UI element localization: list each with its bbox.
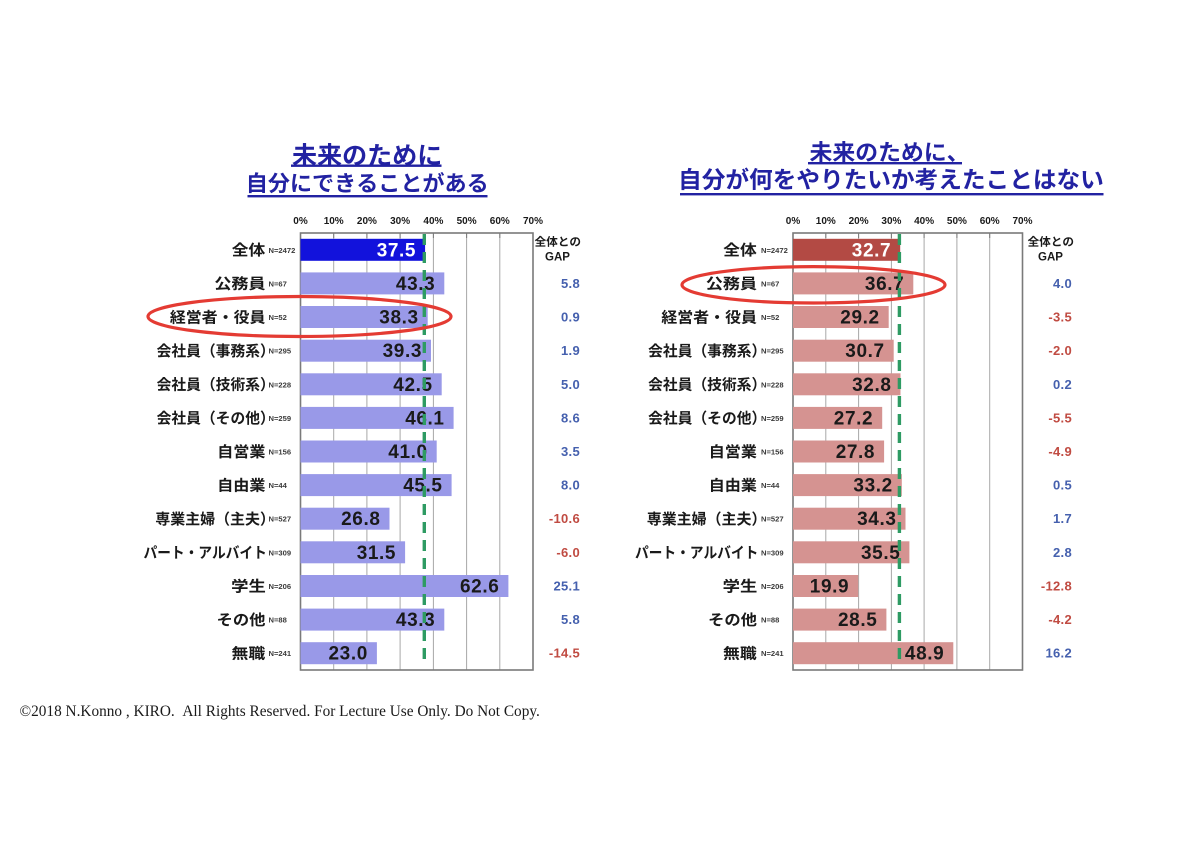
- svg-text:-5.5: -5.5: [1048, 410, 1072, 425]
- svg-text:1.7: 1.7: [1053, 511, 1072, 526]
- svg-text:N=527: N=527: [761, 515, 784, 524]
- svg-text:0%: 0%: [786, 216, 801, 227]
- svg-text:N=2472: N=2472: [269, 246, 296, 255]
- svg-text:N=88: N=88: [761, 616, 779, 625]
- svg-text:43.3: 43.3: [396, 274, 435, 295]
- svg-text:30%: 30%: [390, 216, 410, 227]
- svg-text:70%: 70%: [523, 216, 543, 227]
- svg-text:-6.0: -6.0: [556, 545, 580, 560]
- svg-text:16.2: 16.2: [1045, 646, 1072, 661]
- svg-text:3.5: 3.5: [561, 444, 580, 459]
- svg-text:N=228: N=228: [761, 380, 784, 389]
- svg-text:2.8: 2.8: [1053, 545, 1072, 560]
- svg-text:N=309: N=309: [269, 548, 292, 557]
- svg-text:4.0: 4.0: [1053, 276, 1072, 291]
- svg-text:20%: 20%: [357, 216, 377, 227]
- svg-text:70%: 70%: [1012, 216, 1032, 227]
- svg-text:62.6: 62.6: [460, 577, 499, 598]
- svg-text:N=295: N=295: [761, 347, 784, 356]
- svg-text:N=259: N=259: [761, 414, 784, 423]
- svg-text:N=156: N=156: [761, 448, 784, 457]
- svg-text:25.1: 25.1: [553, 579, 580, 594]
- svg-text:1.9: 1.9: [561, 343, 580, 358]
- svg-text:60%: 60%: [980, 216, 1000, 227]
- svg-text:N=52: N=52: [761, 313, 779, 322]
- svg-text:8.0: 8.0: [561, 478, 580, 493]
- svg-text:40%: 40%: [914, 216, 934, 227]
- svg-text:N=241: N=241: [269, 649, 292, 658]
- svg-text:43.3: 43.3: [396, 610, 435, 631]
- svg-text:GAP: GAP: [1038, 252, 1063, 264]
- svg-text:26.8: 26.8: [341, 509, 380, 530]
- svg-text:0%: 0%: [293, 216, 308, 227]
- svg-text:N=309: N=309: [761, 548, 784, 557]
- svg-text:0.9: 0.9: [561, 310, 580, 325]
- svg-text:32.8: 32.8: [852, 375, 891, 396]
- svg-text:-2.0: -2.0: [1048, 343, 1072, 358]
- svg-text:20%: 20%: [849, 216, 869, 227]
- svg-text:28.5: 28.5: [838, 610, 877, 631]
- svg-text:N=2472: N=2472: [761, 246, 788, 255]
- svg-text:27.2: 27.2: [834, 408, 873, 429]
- svg-text:23.0: 23.0: [329, 644, 368, 665]
- svg-text:©2018 N.Konno , KIRO. All Rig: ©2018 N.Konno , KIRO. All Rights Reserve…: [20, 703, 540, 720]
- svg-text:34.3: 34.3: [857, 509, 896, 530]
- svg-text:29.2: 29.2: [840, 308, 879, 329]
- svg-text:-10.6: -10.6: [549, 511, 580, 526]
- svg-text:-3.5: -3.5: [1048, 310, 1072, 325]
- svg-text:5.8: 5.8: [561, 276, 580, 291]
- svg-text:5.0: 5.0: [561, 377, 580, 392]
- svg-text:48.9: 48.9: [905, 644, 944, 665]
- svg-text:32.7: 32.7: [852, 240, 891, 261]
- svg-text:35.5: 35.5: [861, 543, 900, 564]
- svg-text:39.3: 39.3: [383, 341, 422, 362]
- svg-text:N=527: N=527: [269, 515, 292, 524]
- svg-text:N=206: N=206: [761, 582, 784, 591]
- svg-text:N=67: N=67: [269, 279, 287, 288]
- svg-text:33.2: 33.2: [853, 476, 892, 497]
- svg-text:38.3: 38.3: [379, 308, 418, 329]
- svg-text:0.5: 0.5: [1053, 478, 1072, 493]
- svg-text:8.6: 8.6: [561, 410, 580, 425]
- svg-text:50%: 50%: [457, 216, 477, 227]
- svg-text:37.5: 37.5: [377, 240, 416, 261]
- svg-text:31.5: 31.5: [357, 543, 396, 564]
- svg-text:N=295: N=295: [269, 347, 292, 356]
- svg-text:10%: 10%: [324, 216, 344, 227]
- svg-text:N=228: N=228: [269, 380, 292, 389]
- svg-text:-4.2: -4.2: [1048, 612, 1072, 627]
- svg-text:40%: 40%: [423, 216, 443, 227]
- svg-text:-12.8: -12.8: [1041, 579, 1072, 594]
- svg-text:N=206: N=206: [269, 582, 292, 591]
- svg-text:10%: 10%: [816, 216, 836, 227]
- svg-text:N=67: N=67: [761, 279, 779, 288]
- svg-text:41.0: 41.0: [388, 442, 427, 463]
- svg-text:N=259: N=259: [269, 414, 292, 423]
- svg-text:-4.9: -4.9: [1048, 444, 1072, 459]
- svg-text:5.8: 5.8: [561, 612, 580, 627]
- svg-text:30.7: 30.7: [845, 341, 884, 362]
- svg-text:N=88: N=88: [269, 616, 287, 625]
- svg-text:50%: 50%: [947, 216, 967, 227]
- svg-text:N=44: N=44: [761, 481, 780, 490]
- svg-text:N=52: N=52: [269, 313, 287, 322]
- svg-text:27.8: 27.8: [836, 442, 875, 463]
- svg-text:19.9: 19.9: [810, 577, 849, 598]
- svg-text:GAP: GAP: [545, 252, 570, 264]
- svg-text:N=44: N=44: [269, 481, 288, 490]
- svg-text:N=156: N=156: [269, 448, 292, 457]
- svg-text:0.2: 0.2: [1053, 377, 1072, 392]
- svg-text:N=241: N=241: [761, 649, 784, 658]
- svg-text:30%: 30%: [881, 216, 901, 227]
- svg-text:-14.5: -14.5: [549, 646, 580, 661]
- svg-text:36.7: 36.7: [865, 274, 904, 295]
- svg-text:42.5: 42.5: [393, 375, 432, 396]
- svg-text:60%: 60%: [490, 216, 510, 227]
